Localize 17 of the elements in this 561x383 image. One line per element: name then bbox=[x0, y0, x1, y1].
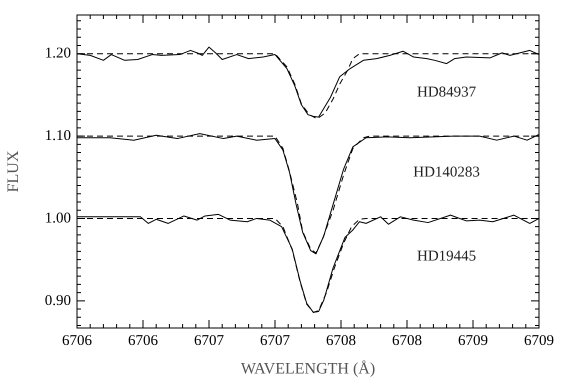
x-tick-label: 6706 bbox=[128, 332, 158, 349]
y-axis-title: FLUX bbox=[4, 150, 22, 192]
y-tick-label: 1.00 bbox=[44, 210, 71, 226]
x-tick-label: 6706 bbox=[62, 332, 92, 349]
series-label: HD140283 bbox=[413, 164, 480, 180]
x-tick-label: 6707 bbox=[260, 332, 290, 349]
y-tick-label: 0.90 bbox=[44, 292, 71, 309]
x-axis-title: WAVELENGTH (Å) bbox=[240, 360, 376, 378]
series-label: HD19445 bbox=[417, 248, 476, 264]
x-tick-label: 6709 bbox=[458, 332, 488, 349]
x-tick-label: 6708 bbox=[326, 332, 356, 349]
y-tick-label: 1.20 bbox=[44, 46, 71, 62]
y-tick-label: 1.10 bbox=[44, 128, 71, 144]
x-tick-label: 6707 bbox=[194, 332, 224, 349]
x-tick-label: 6708 bbox=[392, 332, 422, 349]
x-tick-label: 6709 bbox=[524, 332, 554, 349]
series-label: HD84937 bbox=[417, 84, 477, 100]
